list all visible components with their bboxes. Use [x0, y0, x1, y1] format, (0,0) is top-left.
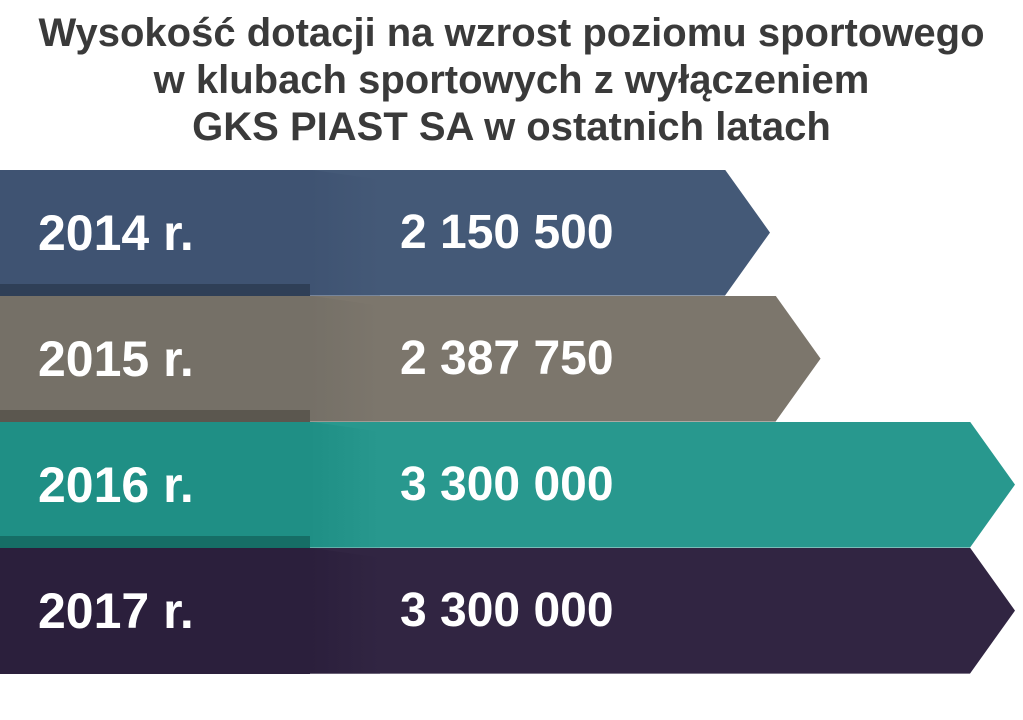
label-bevel [0, 284, 310, 296]
title-line-3: GKS PIAST SA w ostatnich latach [192, 105, 831, 149]
transition-wedge [310, 170, 380, 296]
value-label: 3 300 000 [400, 583, 614, 638]
year-label-block: 2017 r. [0, 548, 310, 674]
chart-title: Wysokość dotacji na wzrost poziomu sport… [0, 0, 1023, 170]
transition-wedge [310, 422, 380, 548]
chart-row: 2 150 500 2014 r. [0, 170, 1023, 296]
year-label: 2014 r. [38, 204, 194, 262]
year-label: 2017 r. [38, 582, 194, 640]
title-line-1: Wysokość dotacji na wzrost poziomu sport… [38, 11, 984, 55]
chart-row: 3 300 000 2017 r. [0, 548, 1023, 674]
year-label-block: 2015 r. [0, 296, 310, 422]
value-label: 2 150 500 [400, 205, 614, 260]
year-label-block: 2014 r. [0, 170, 310, 296]
title-line-2: w klubach sportowych z wyłączeniem [154, 58, 870, 102]
value-label: 3 300 000 [400, 457, 614, 512]
transition-wedge [310, 548, 380, 674]
transition-wedge [310, 296, 380, 422]
value-label: 2 387 750 [400, 331, 614, 386]
label-bevel [0, 536, 310, 548]
year-label: 2015 r. [38, 330, 194, 388]
label-bevel [0, 410, 310, 422]
arrow-bar-chart: 2 150 500 2014 r. 2 387 750 2015 r. 3 300 00… [0, 170, 1023, 674]
year-label-block: 2016 r. [0, 422, 310, 548]
year-label: 2016 r. [38, 456, 194, 514]
chart-row: 2 387 750 2015 r. [0, 296, 1023, 422]
chart-row: 3 300 000 2016 r. [0, 422, 1023, 548]
